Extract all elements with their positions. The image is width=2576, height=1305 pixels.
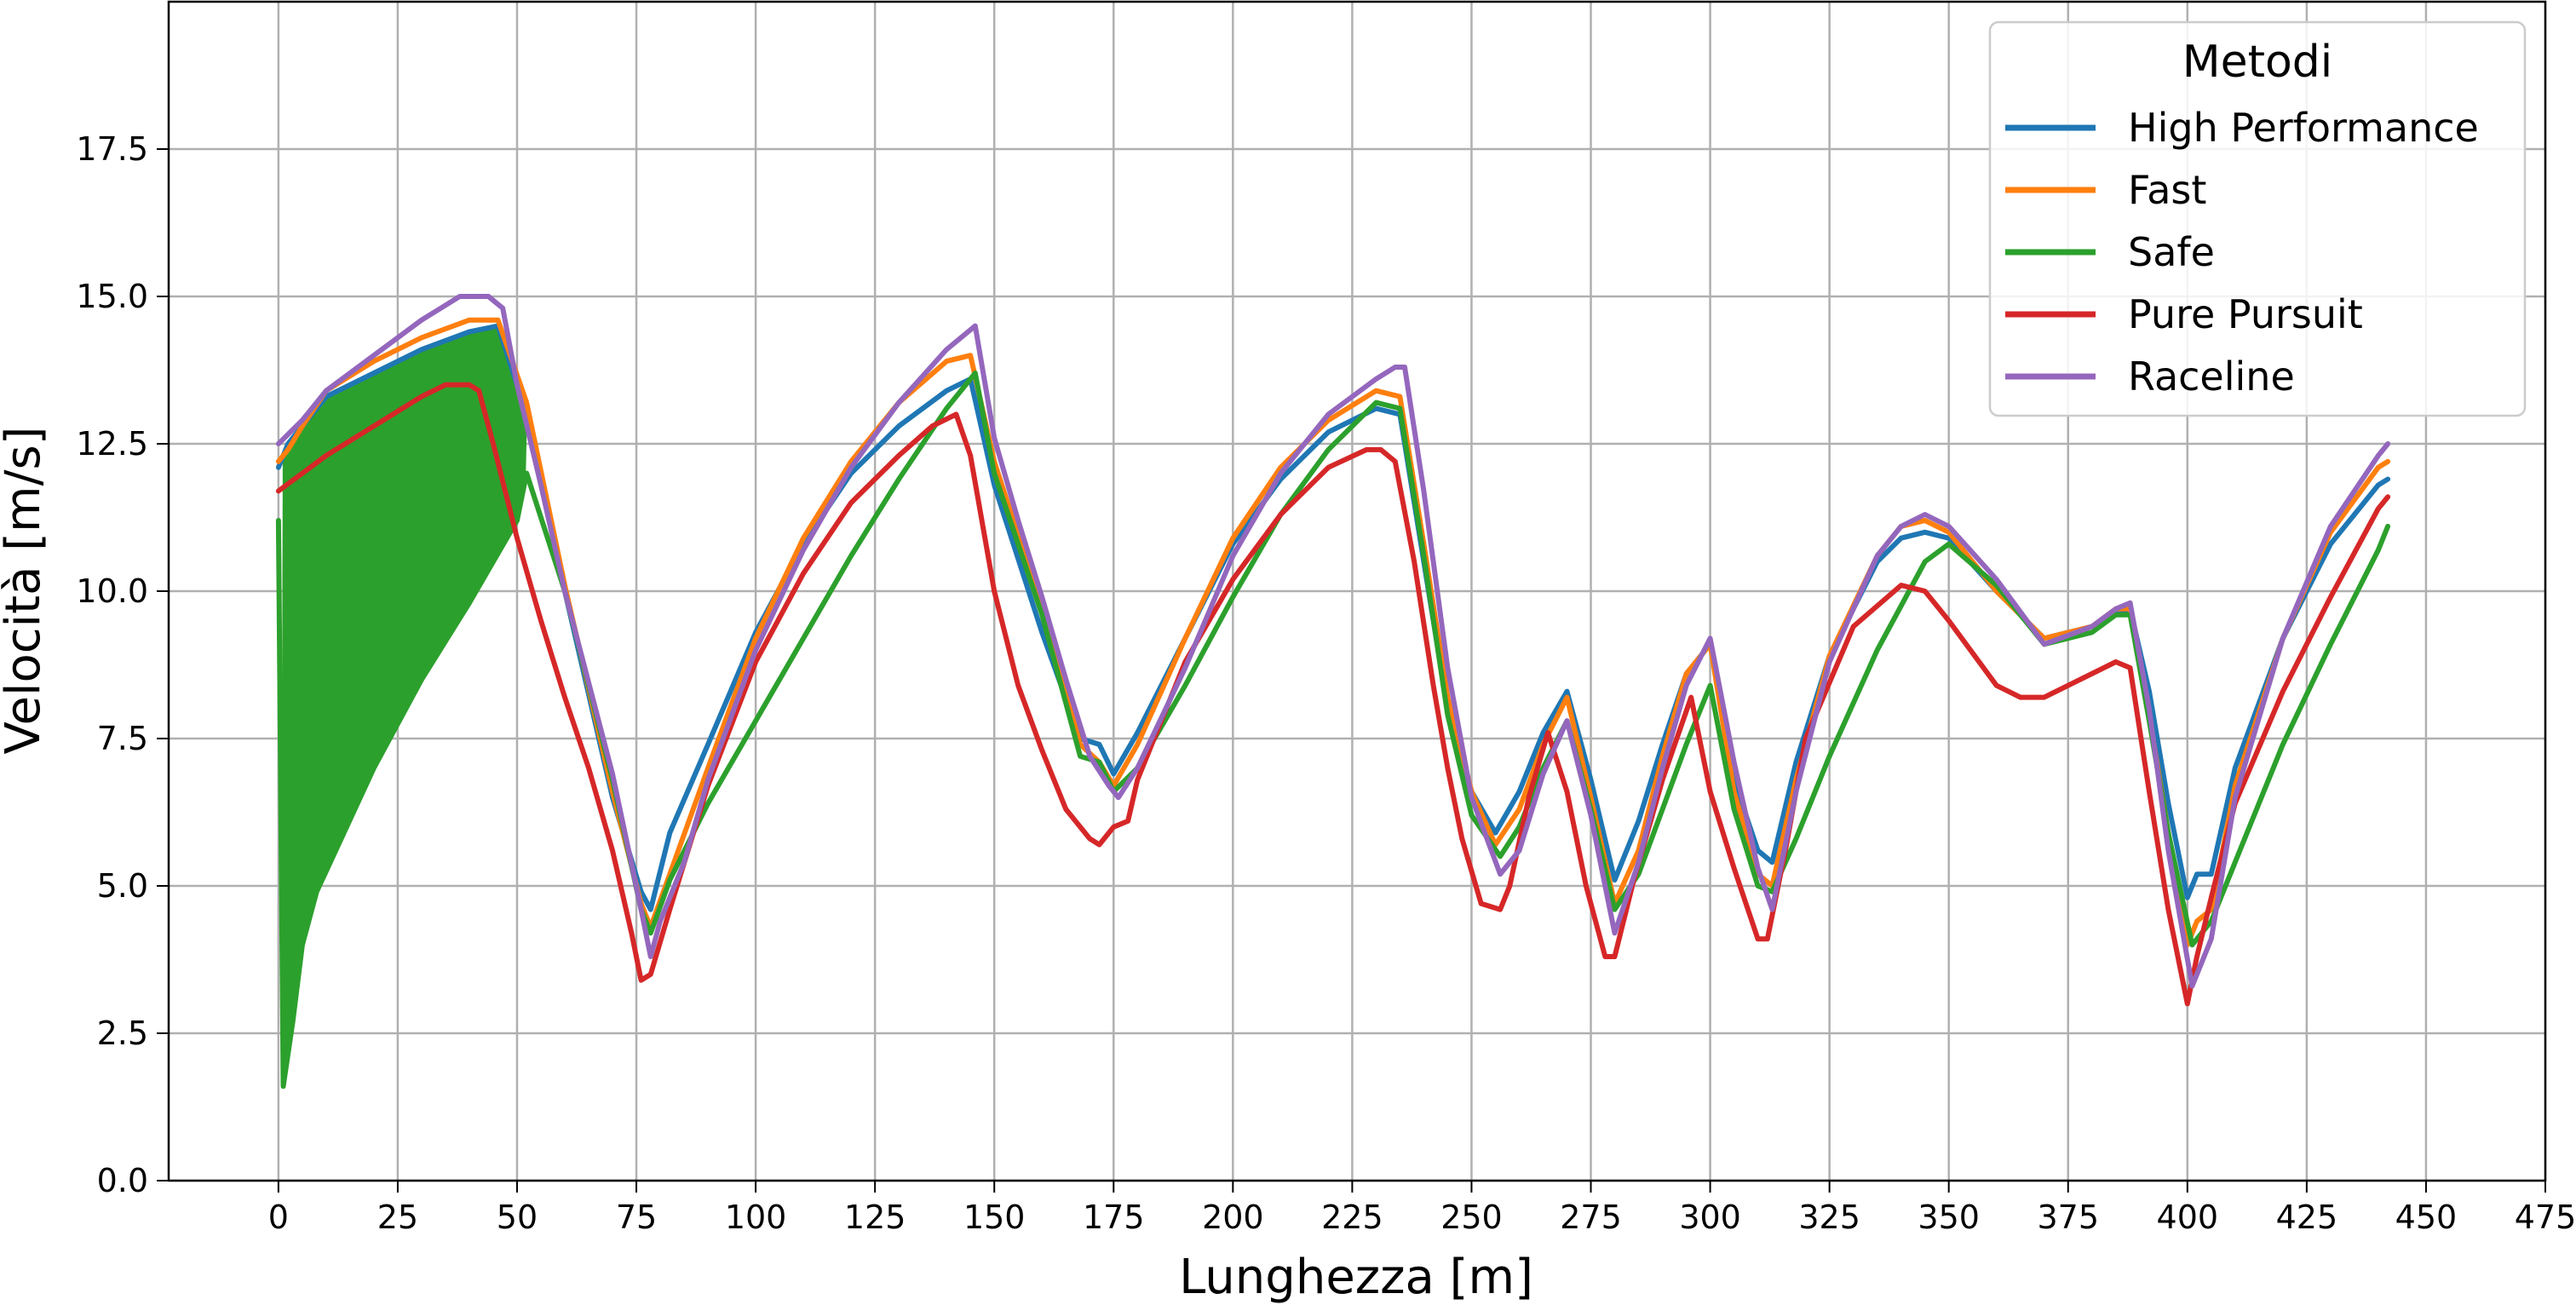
x-tick-label: 325 [1798, 1199, 1860, 1236]
legend-title: Metodi [2182, 37, 2333, 88]
y-tick-label: 10.0 [76, 572, 148, 610]
x-tick-label: 300 [1679, 1199, 1741, 1236]
legend-box [1988, 20, 2527, 417]
x-tick-label: 225 [1321, 1199, 1383, 1236]
x-tick-label: 425 [2276, 1199, 2338, 1236]
x-tick-label: 450 [2395, 1199, 2458, 1236]
y-tick-label: 12.5 [76, 425, 148, 463]
x-tick-label: 475 [2515, 1199, 2576, 1236]
y-tick-label: 15.0 [76, 278, 148, 315]
x-tick-label: 400 [2157, 1199, 2219, 1236]
y-axis-title: Velocità [m/s] [0, 427, 51, 755]
y-tick-label: 2.5 [97, 1015, 148, 1052]
legend-label-high-performance: High Performance [2128, 105, 2479, 151]
legend-label-safe: Safe [2128, 229, 2215, 275]
x-tick-label: 350 [1918, 1199, 1980, 1236]
y-tick-label: 5.0 [97, 867, 148, 905]
x-tick-label: 275 [1560, 1199, 1622, 1236]
series-line-raceline [275, 294, 2391, 989]
y-tick-label: 17.5 [76, 130, 148, 168]
legend-label-raceline: Raceline [2128, 354, 2295, 400]
x-tick-label: 25 [377, 1199, 418, 1236]
series-line-pure-pursuit [275, 382, 2391, 1007]
x-axis-title: Lunghezza [m] [1179, 1250, 1533, 1305]
legend-label-fast: Fast [2128, 167, 2206, 213]
safe-series-oscillation [281, 327, 527, 1087]
legend: Metodi High Performance Fast Safe Pure Purs… [1988, 20, 2527, 417]
x-tick-label: 125 [844, 1199, 906, 1236]
x-tick-label: 250 [1440, 1199, 1503, 1236]
y-tick-label: 7.5 [97, 720, 148, 757]
x-tick-label: 100 [725, 1199, 787, 1236]
x-tick-label: 50 [497, 1199, 538, 1236]
legend-items: High Performance Fast Safe Pure Pursuit Race… [2005, 105, 2479, 400]
x-tick-label: 150 [963, 1199, 1026, 1236]
safe-oscillation-band [281, 327, 527, 1087]
y-tick-label: 0.0 [97, 1162, 148, 1199]
x-tick-label: 0 [268, 1199, 289, 1236]
x-tick-label: 175 [1083, 1199, 1145, 1236]
x-tick-label: 200 [1202, 1199, 1264, 1236]
legend-label-pure-pursuit: Pure Pursuit [2128, 291, 2363, 337]
x-tick-label: 75 [616, 1199, 657, 1236]
y-axis-ticks: 0.0 2.5 5.0 7.5 10.0 12.5 15.0 17.5 [76, 130, 169, 1199]
x-axis-ticks: 0 25 50 75 100 125 150 175 200 225 250 275 300 325 350… [268, 1181, 2576, 1236]
series-lines [275, 294, 2391, 1089]
x-tick-label: 375 [2037, 1199, 2099, 1236]
